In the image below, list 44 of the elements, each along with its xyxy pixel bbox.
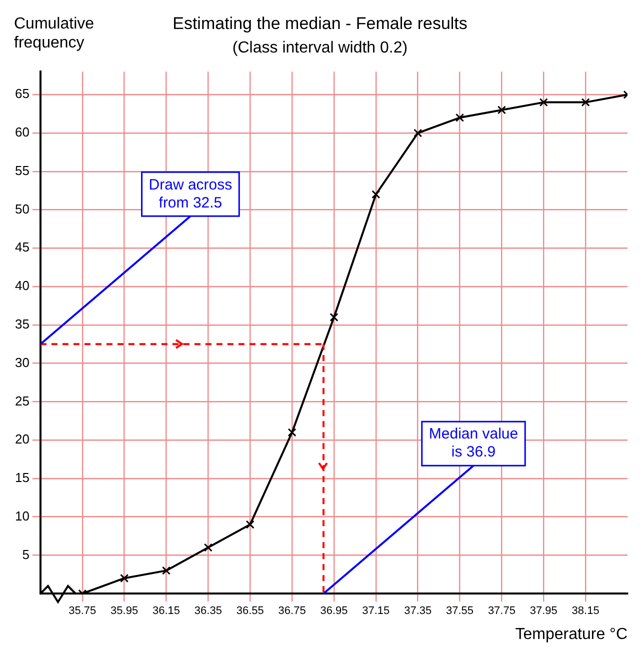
point — [162, 566, 171, 575]
y-tick-label: 5 — [22, 546, 30, 562]
y-tick-label: 50 — [14, 201, 30, 216]
y-tick-label: 30 — [14, 354, 30, 370]
y-tick-label: 45 — [14, 240, 30, 255]
x-axis-title: Temperature °C — [515, 626, 628, 643]
point — [246, 520, 254, 529]
x-tick-label: 36.35 — [194, 605, 222, 618]
y-tick-label: 10 — [14, 508, 30, 524]
point — [204, 543, 212, 552]
chart-title: Estimating the median - Female results — [172, 14, 468, 33]
x-tick-label: 37.75 — [488, 605, 516, 618]
y-tick-label: 40 — [14, 278, 30, 294]
point — [455, 113, 464, 122]
x-tick-label: 36.95 — [320, 605, 348, 618]
point — [288, 428, 296, 437]
y-tick-label: 15 — [14, 470, 30, 486]
x-tick-label: 35.75 — [68, 605, 96, 618]
y-tick-label: 65 — [14, 86, 30, 102]
chart-subtitle: (Class interval width 0.2) — [232, 39, 408, 56]
y-tick-label: 35 — [14, 316, 30, 332]
point — [497, 106, 506, 114]
point — [372, 190, 380, 199]
point — [539, 98, 548, 107]
x-tick-label: 37.95 — [530, 605, 558, 618]
annotation: Draw across from 32.5 — [148, 176, 232, 212]
point — [581, 98, 590, 107]
y-tick-label: 60 — [14, 124, 30, 140]
y-tick-label: 55 — [14, 162, 30, 178]
point — [120, 574, 129, 583]
annotation: Median value is 36.9 — [428, 426, 518, 461]
x-tick-label: 38.15 — [572, 605, 600, 618]
x-tick-label: 37.55 — [446, 605, 474, 618]
x-tick-label: 37.15 — [362, 605, 390, 618]
point — [414, 128, 422, 138]
x-tick-label: 36.55 — [236, 605, 264, 618]
y-axis-title: Cumulative frequency — [14, 15, 94, 52]
y-tick-label: 20 — [14, 432, 30, 447]
x-tick-label: 36.15 — [152, 605, 180, 618]
point — [330, 312, 338, 322]
x-tick-label: 36.75 — [278, 605, 306, 618]
x-tick-label: 35.95 — [110, 605, 138, 618]
y-tick-label: 25 — [14, 393, 30, 408]
x-tick-label: 37.35 — [404, 605, 432, 618]
